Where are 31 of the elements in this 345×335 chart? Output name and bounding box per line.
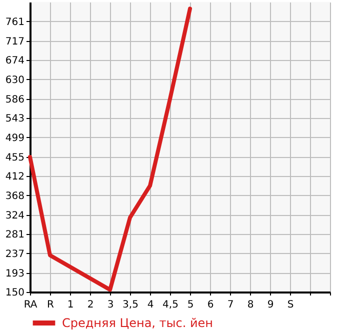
y-tick-label: 717	[5, 36, 24, 48]
y-tick-label: 193	[5, 268, 24, 280]
x-tick-label: 3,5	[122, 300, 138, 310]
y-tick-label: 674	[5, 56, 24, 66]
y-tick-label: 281	[5, 230, 24, 240]
x-tick-label: S	[287, 300, 294, 310]
x-tick-label: 4,5	[162, 300, 178, 310]
y-tick-label: 455	[5, 152, 24, 164]
x-tick-label: 6	[207, 300, 214, 310]
y-tick-label: 368	[5, 190, 24, 202]
y-tick-label: 499	[5, 132, 24, 144]
y-tick-label: 412	[5, 172, 24, 182]
y-tick-label: 761	[5, 16, 24, 28]
y-tick-label: 586	[5, 94, 24, 106]
x-tick-label: RA	[24, 300, 38, 310]
x-tick-label: 2	[87, 300, 94, 310]
x-tick-label: 8	[247, 300, 254, 310]
y-tick-label: 630	[5, 74, 24, 86]
legend-label: Средняя Цена, тыс. йен	[62, 316, 214, 330]
x-tick-label: 7	[227, 300, 234, 310]
x-tick-label: 3	[107, 300, 114, 310]
y-tick-label: 324	[5, 210, 24, 222]
line-series	[28, 6, 192, 292]
y-tick-label: 150	[5, 288, 24, 298]
y-tick-label: 237	[5, 248, 24, 260]
x-tick-label: 9	[267, 300, 274, 310]
x-tick-label: R	[47, 300, 54, 310]
x-tick-label: 5	[187, 300, 194, 310]
x-tick-label: 4	[147, 300, 154, 310]
y-tick-label: 543	[5, 114, 24, 124]
x-tick-label: 1	[67, 300, 74, 310]
